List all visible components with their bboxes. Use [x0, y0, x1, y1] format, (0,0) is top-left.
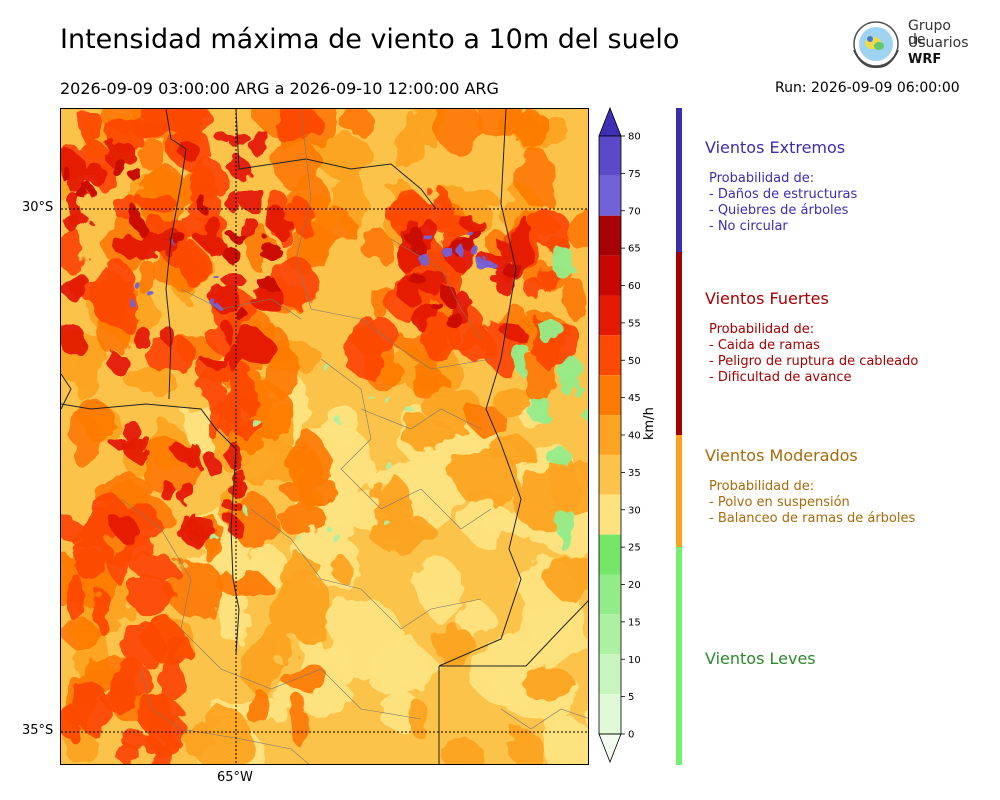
- category-title: Vientos Leves: [705, 649, 816, 668]
- colorbar-bin: [599, 654, 621, 695]
- chart-title: Intensidad máxima de viento a 10m del su…: [60, 24, 680, 55]
- category-leves: Vientos Leves: [705, 649, 995, 682]
- category-fuertes: Vientos Fuertes Probabilidad de: - Caida…: [705, 289, 995, 386]
- category-line: Probabilidad de:: [709, 479, 815, 494]
- colorbar-bin: [599, 494, 621, 535]
- colorbar-bin: [599, 175, 621, 216]
- colorbar-tick-label: 70: [628, 206, 641, 217]
- category-line: - Balanceo de ramas de árboles: [709, 511, 916, 526]
- colorbar-bin: [599, 574, 621, 615]
- colorbar-bin: [599, 454, 621, 495]
- category-bar-leves: [676, 547, 682, 765]
- category-color-bar: [676, 108, 682, 765]
- category-moderados: Vientos Moderados Probabilidad de: - Pol…: [705, 446, 995, 527]
- lat-label-35s: 35°S: [22, 723, 54, 738]
- category-title: Vientos Fuertes: [705, 289, 829, 308]
- category-bar-extremos: [676, 108, 682, 252]
- wrf-users-logo: Grupo de Usuarios WRF: [848, 16, 969, 72]
- colorbar-tick-label: 35: [628, 468, 641, 479]
- colorbar-bin: [599, 375, 621, 416]
- category-line: - Dificultad de avance: [709, 370, 852, 385]
- colorbar-unit-label: km/h: [642, 407, 657, 440]
- run-time: Run: 2026-09-09 06:00:00: [775, 80, 960, 96]
- colorbar-extend-min: [598, 733, 622, 764]
- globe-icon: [853, 21, 899, 69]
- category-line: - Peligro de ruptura de cableado: [709, 354, 919, 369]
- category-line: Probabilidad de:: [709, 171, 815, 186]
- colorbar-tick-label: 45: [628, 393, 641, 404]
- category-bar-moderados: [676, 435, 682, 547]
- colorbar-extend-max: [598, 106, 622, 137]
- colorbar-bin: [599, 614, 621, 655]
- graticule: [61, 109, 588, 764]
- colorbar-tick-label: 30: [628, 505, 641, 516]
- category-line: - Polvo en suspensión: [709, 495, 850, 510]
- colorbar-tick-label: 10: [628, 655, 641, 666]
- logo-text-line1: Grupo de: [908, 18, 951, 48]
- logo-text-line2: Usuarios: [908, 35, 969, 51]
- lon-label-65w: 65°W: [217, 770, 253, 785]
- colorbar: 0 5 10 15 20 25 30 35 40 45 50 55 60 65 70 75 80: [598, 106, 641, 764]
- colorbar-tick-label: 0: [628, 730, 634, 741]
- colorbar-tick-label: 75: [628, 169, 641, 180]
- colorbar-tick-label: 20: [628, 580, 641, 591]
- colorbar-tick-label: 60: [628, 281, 641, 292]
- colorbar-bin: [599, 415, 621, 455]
- lat-label-30s: 30°S: [22, 200, 54, 215]
- category-line: Probabilidad de:: [709, 322, 815, 337]
- category-extremos: Vientos Extremos Probabilidad de: - Daño…: [705, 138, 995, 235]
- colorbar-bin: [599, 255, 621, 296]
- colorbar-tick-label: 5: [628, 692, 634, 703]
- category-line: - Daños de estructuras: [709, 187, 858, 202]
- wind-field-plot: [61, 109, 588, 764]
- colorbar-tick-label: 15: [628, 617, 641, 628]
- colorbar-tick-label: 40: [628, 431, 641, 442]
- colorbar-bin: [599, 136, 621, 176]
- colorbar-tick-label: 50: [628, 356, 641, 367]
- category-title: Vientos Moderados: [705, 446, 858, 465]
- colorbar-bin: [599, 295, 621, 336]
- category-title: Vientos Extremos: [705, 138, 846, 157]
- colorbar-bin: [599, 534, 621, 575]
- category-line: - No circular: [709, 219, 788, 234]
- colorbar-tick-label: 80: [628, 132, 641, 143]
- category-line: - Caida de ramas: [709, 338, 820, 353]
- colorbar-tick-label: 55: [628, 318, 641, 329]
- colorbar-bin: [599, 215, 621, 256]
- category-line: - Quiebres de árboles: [709, 203, 849, 218]
- colorbar-bin: [599, 694, 621, 734]
- wind-intensity-field: [61, 109, 588, 764]
- logo-text-line3: WRF: [908, 52, 942, 67]
- forecast-period: 2026-09-09 03:00:00 ARG a 2026-09-10 12:…: [60, 79, 499, 98]
- colorbar-bin: [599, 335, 621, 376]
- colorbar-tick-label: 25: [628, 543, 641, 554]
- wind-map: [60, 108, 589, 765]
- department-borders: [120, 109, 588, 764]
- category-bar-fuertes: [676, 252, 682, 435]
- colorbar-tick-label: 65: [628, 244, 641, 255]
